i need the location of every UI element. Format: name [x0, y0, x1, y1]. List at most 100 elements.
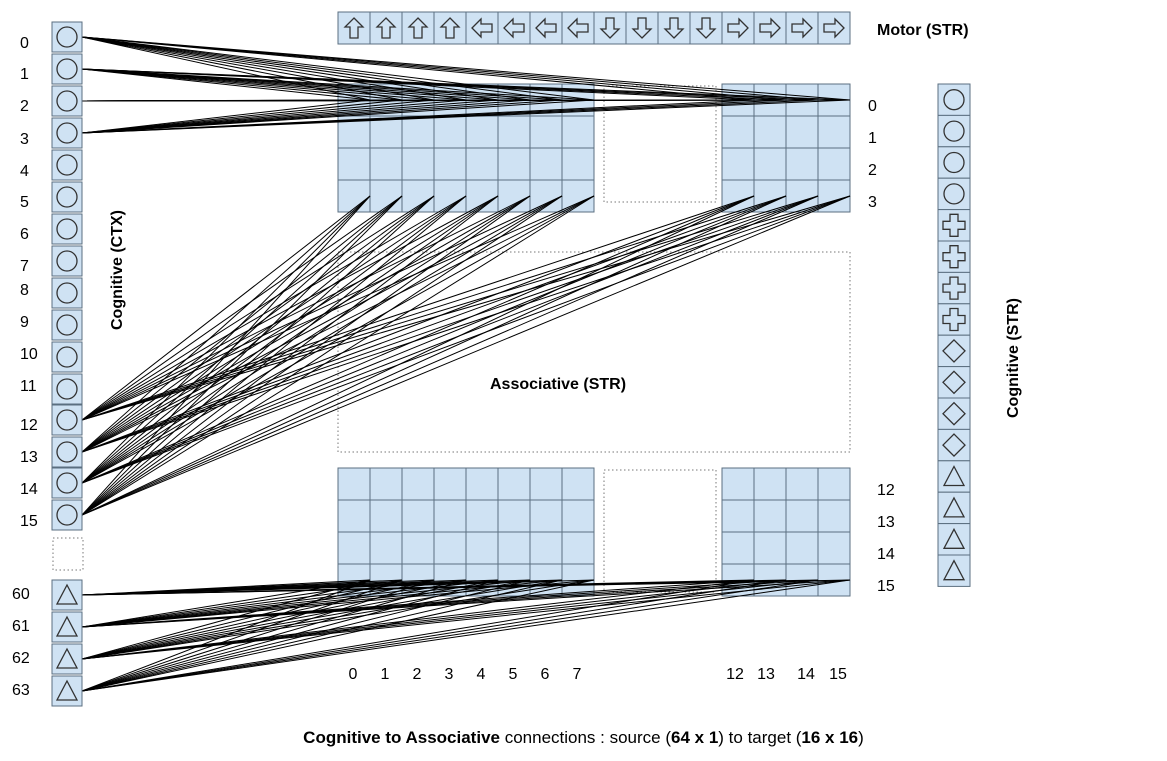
- connection-line: [81, 579, 435, 692]
- grid-cell: [817, 467, 851, 501]
- associative-grid: [337, 83, 851, 597]
- grid-cell: [465, 531, 499, 565]
- connection-line: [81, 195, 595, 453]
- triangle-icon: [942, 496, 966, 518]
- left-icon: [471, 17, 493, 39]
- connection-line: [81, 195, 563, 516]
- grid-col-label: 6: [541, 666, 550, 683]
- grid-cell: [721, 467, 755, 501]
- associative-str-label: Associative (STR): [490, 376, 626, 393]
- motor-cell: [401, 11, 435, 45]
- motor-cell: [369, 11, 403, 45]
- source-label: 5: [20, 194, 29, 211]
- grid-cell: [433, 531, 467, 565]
- source-label: 4: [20, 163, 29, 180]
- connection-line: [81, 195, 371, 421]
- cognitive-str-column: [937, 83, 971, 587]
- source-node: [51, 467, 83, 499]
- grid-cell: [817, 147, 851, 181]
- grid-cell: [817, 115, 851, 149]
- circle-icon: [56, 378, 78, 400]
- ellipsis-box: [52, 537, 84, 571]
- grid-row-label: 15: [877, 578, 895, 595]
- right-icon: [727, 17, 749, 39]
- connection-line: [81, 195, 467, 484]
- connection-line: [81, 195, 595, 484]
- grid-cell: [337, 531, 371, 565]
- grid-cell: [753, 499, 787, 533]
- connection-line: [81, 579, 787, 692]
- connection-line: [81, 195, 563, 453]
- grid-cell: [529, 147, 563, 181]
- source-label: 9: [20, 314, 29, 331]
- caption-part-2: connections : source (: [499, 728, 672, 747]
- connection-line: [81, 579, 595, 660]
- grid-cell: [561, 115, 595, 149]
- circle-icon: [56, 472, 78, 494]
- grid-cell: [529, 499, 563, 533]
- connection-line: [81, 579, 435, 660]
- connection-line: [81, 579, 563, 660]
- connection-line: [81, 579, 595, 628]
- grid-row-label: 0: [868, 98, 877, 115]
- grid-cell: [465, 467, 499, 501]
- connection-line: [81, 579, 755, 692]
- connection-line: [81, 99, 595, 134]
- source-node: [51, 53, 83, 85]
- grid-cell: [753, 531, 787, 565]
- source-label: 13: [20, 449, 38, 466]
- motor-cell: [721, 11, 755, 45]
- connection-line: [81, 195, 499, 453]
- up-icon: [343, 17, 365, 39]
- source-node: [51, 85, 83, 117]
- source-node: [51, 579, 83, 611]
- grid-cell: [785, 115, 819, 149]
- motor-cell: [689, 11, 723, 45]
- caption-part-4: ) to target (: [718, 728, 802, 747]
- connection-line: [81, 195, 467, 421]
- connection-line: [81, 579, 851, 660]
- connection-line: [81, 579, 851, 692]
- connection-line: [81, 195, 755, 421]
- connection-line: [81, 195, 531, 516]
- motor-cell: [657, 11, 691, 45]
- connection-line: [81, 195, 595, 516]
- circle-icon: [56, 314, 78, 336]
- down-icon: [599, 17, 621, 39]
- down-icon: [663, 17, 685, 39]
- triangle-icon: [942, 465, 966, 487]
- connection-line: [81, 195, 819, 484]
- connection-line: [81, 36, 531, 101]
- grid-cell: [785, 499, 819, 533]
- circle-icon: [943, 89, 965, 111]
- grid-cell: [561, 179, 595, 213]
- connection-line: [81, 579, 371, 628]
- connection-line: [81, 579, 819, 660]
- circle-icon: [56, 154, 78, 176]
- source-label: 10: [20, 346, 38, 363]
- left-icon: [503, 17, 525, 39]
- connection-line: [81, 579, 467, 692]
- source-label: 12: [20, 417, 38, 434]
- grid-cell: [337, 467, 371, 501]
- source-label: 60: [12, 586, 30, 603]
- cognitive-str-cell: [937, 114, 971, 148]
- down-icon: [631, 17, 653, 39]
- grid-cell: [529, 115, 563, 149]
- source-label: 2: [20, 98, 29, 115]
- circle-icon: [56, 26, 78, 48]
- figure-caption: Cognitive to Associative connections : s…: [0, 728, 1167, 748]
- connection-line: [81, 195, 531, 421]
- connection-line: [81, 68, 595, 101]
- connection-line: [81, 195, 819, 516]
- source-node: [51, 181, 83, 213]
- connection-line: [81, 195, 499, 516]
- grid-cell: [561, 467, 595, 501]
- connection-line: [81, 195, 499, 484]
- circle-icon: [56, 346, 78, 368]
- grid-cell: [529, 531, 563, 565]
- source-label: 11: [20, 378, 37, 395]
- circle-icon: [56, 441, 78, 463]
- source-node: [51, 213, 83, 245]
- motor-cell: [337, 11, 371, 45]
